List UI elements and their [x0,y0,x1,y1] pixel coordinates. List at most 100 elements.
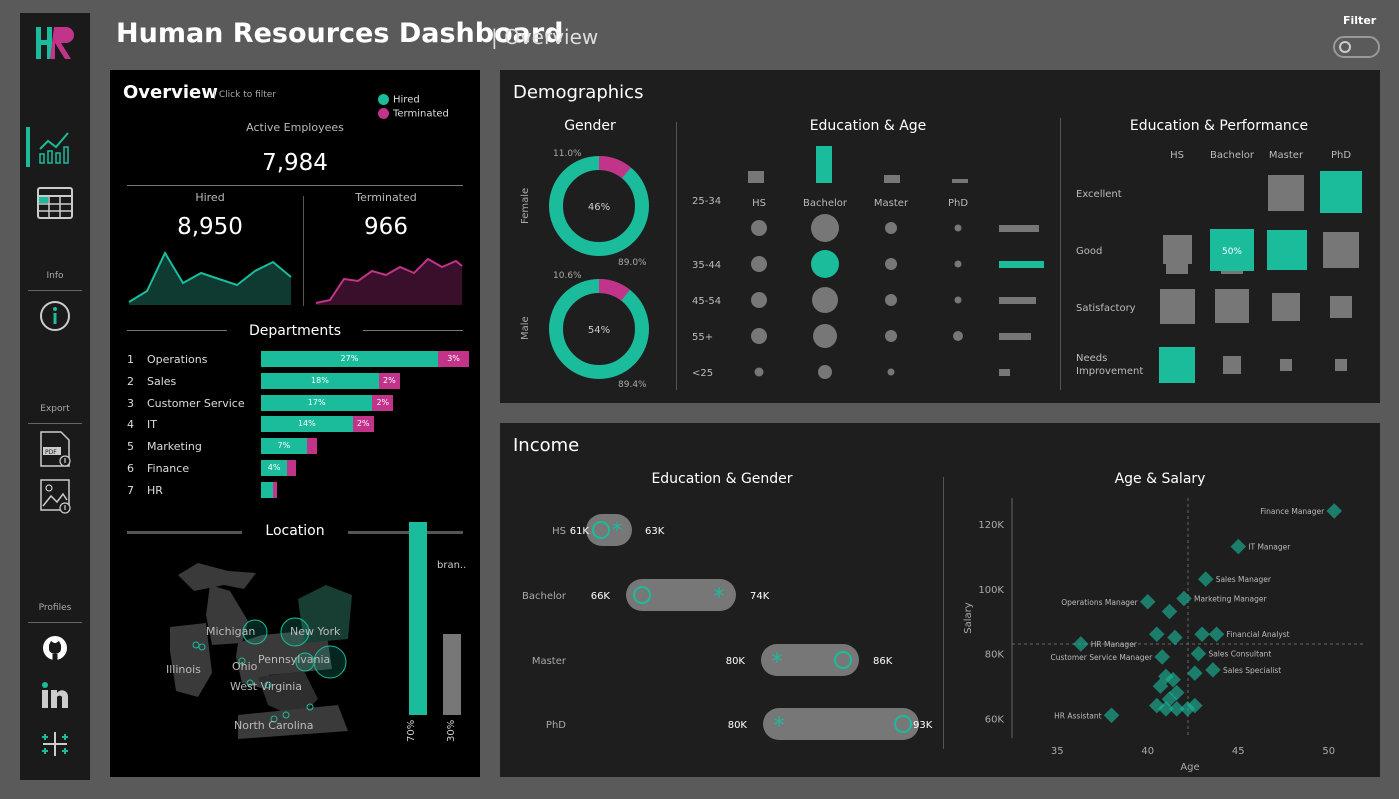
hr-logo[interactable] [34,23,78,63]
x-tick: 50 [1322,746,1335,757]
y-tick: 60K [985,715,1005,726]
income-bachelor: Bachelor [522,591,567,602]
state-new-york: New York [290,625,341,638]
income-master-low: 80K [726,656,746,667]
edu-phd: PhD [948,198,968,209]
dept-terminated-bar[interactable]: 2% [378,372,400,389]
income-panel: Income Education & Gender HS Bachelor Ma… [500,423,1380,777]
dept-terminated-bar[interactable] [287,460,296,476]
scatter-point [1161,603,1178,620]
dept-name[interactable]: IT [147,418,157,432]
state-pennsylvania: Pennsylvania [258,653,330,666]
hired-trend-chart [128,250,292,305]
tableau-icon[interactable] [35,724,75,764]
dept-hired-bar[interactable]: 14% [261,416,353,433]
dept-terminated-bar[interactable]: 2% [372,394,394,411]
scatter-point [1154,649,1171,665]
education-performance-title: Education & Performance [1129,118,1309,134]
age-35-44: 35-44 [692,260,721,271]
dept-name[interactable]: Finance [147,462,190,475]
table-icon[interactable] [35,183,75,223]
svg-text:*: * [714,585,725,610]
divider [127,531,242,534]
divider [943,477,944,749]
filter-label: Filter [1343,14,1377,27]
scatter-point [1167,629,1183,646]
divider [28,622,82,623]
terminated-value: 966 [364,214,408,240]
filter-toggle[interactable] [1333,36,1380,58]
income-title: Income [513,435,580,456]
svg-text:PDF: PDF [45,449,57,456]
legend-hired-label: Hired [393,94,420,106]
svg-text:*: * [774,714,785,739]
point-label: Financial Analyst [1227,630,1290,639]
perf-good: Good [1076,246,1102,257]
education-gender-chart[interactable]: HS Bachelor Master PhD * 61K 63K * 66K 7… [500,498,943,773]
income-hs-high: 63K [645,526,665,537]
departments-list: 1 Operations 27% 3% 2 Sales 18% 2% 3 Customer Ser… [127,351,470,513]
scatter-point [1103,707,1120,724]
edu-bachelor: Bachelor [803,198,848,209]
good-bachelor-pct: 50% [1222,247,1242,257]
dept-name[interactable]: Sales [147,374,177,388]
state-ohio: Ohio [232,660,258,673]
gender-donut-charts[interactable]: 46% 54% 11.0% 89.0% 10.6% 89.4% Female M… [510,142,676,397]
location-map[interactable]: Michigan New York Illinois Ohio Pennsylv… [150,555,390,745]
legend-terminated[interactable]: Terminated [378,108,449,120]
info-icon[interactable] [35,296,75,336]
dept-name[interactable]: HR [147,483,163,497]
education-age-chart[interactable]: HS Bachelor Master PhD 25-34 35-44 45-54… [680,142,1060,387]
dept-terminated-bar[interactable]: 2% [352,416,374,433]
divider [303,196,304,306]
perf-satisfactory: Satisfactory [1076,303,1136,314]
branch-bar[interactable] [443,633,461,715]
legend-hired[interactable]: Hired [378,94,420,106]
github-icon[interactable] [35,628,75,668]
terminated-arc [549,279,649,379]
age-55: 55+ [692,332,713,343]
perf-edu-bachelor: Bachelor [1210,150,1255,161]
dept-hired-bar[interactable]: 27% [261,351,438,367]
hq-bar[interactable] [409,522,427,715]
dept-name[interactable]: Marketing [147,440,202,454]
dept-terminated-bar[interactable] [272,481,277,498]
dept-hired-bar[interactable] [261,481,273,498]
state-illinois: Illinois [166,663,201,676]
dept-terminated-bar[interactable] [306,438,318,455]
dept-name[interactable]: Operations [147,353,208,366]
pdf-icon[interactable]: PDF [35,429,75,469]
dept-hired-bar[interactable]: 18% [261,372,379,389]
chart-icon[interactable] [35,127,75,167]
dept-rank: 6 [127,462,134,475]
age-45-54: 45-54 [692,296,721,307]
dept-terminated-bar[interactable]: 3% [437,351,470,367]
male-label: Male [520,316,531,340]
dept-hired-bar[interactable]: 17% [261,394,373,411]
female-term-pct: 11.0% [553,149,582,159]
hired-value: 8,950 [177,214,243,240]
perf-excellent: Excellent [1076,189,1122,200]
location-title: Location [265,523,325,539]
toggle-knob [1339,41,1351,53]
income-master: Master [532,656,567,667]
dept-hired-bar[interactable]: 7% [261,438,307,455]
edu-master: Master [874,198,909,209]
perf-edu-phd: PhD [1331,150,1351,161]
scatter-point [1190,645,1207,662]
point-label: Customer Service Manager [1050,653,1153,662]
sidebar: Info Export PDF Profiles [20,13,90,780]
export-section-label: Export [40,404,70,414]
edu-hs: HS [752,198,766,209]
divider [28,290,82,291]
x-tick: 40 [1141,746,1154,757]
image-icon[interactable] [35,476,75,516]
income-hs-low: 61K [570,526,590,537]
linkedin-icon[interactable] [35,676,75,716]
dept-hired-bar[interactable]: 4% [261,460,288,476]
education-performance-chart[interactable]: HS Bachelor Master PhD Excellent Good Sa… [1068,142,1380,392]
age-salary-scatter[interactable]: 35 40 45 50 60K 80K 100K 120K Age Salary Finance M… [945,493,1375,775]
dashboard-subtitle: | Overview [491,25,599,49]
dept-name[interactable]: Customer Service [147,396,245,410]
